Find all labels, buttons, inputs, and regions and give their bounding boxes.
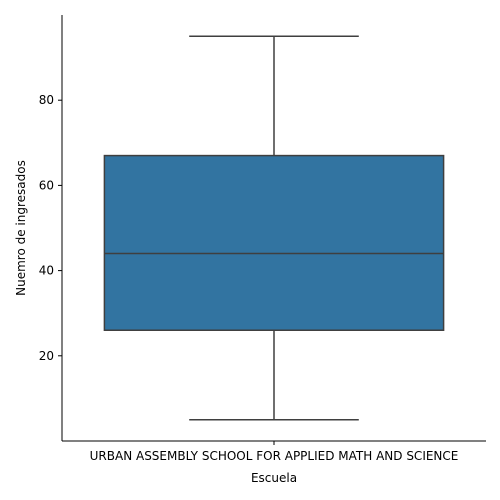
x-tick-label: URBAN ASSEMBLY SCHOOL FOR APPLIED MATH A… [90,449,459,463]
y-tick-label: 20 [39,349,54,363]
x-ticks: URBAN ASSEMBLY SCHOOL FOR APPLIED MATH A… [90,441,459,463]
boxes [103,35,445,421]
y-tick-label: 40 [39,264,54,278]
y-ticks: 20 40 60 80 [39,93,62,363]
y-tick-label: 80 [39,93,54,107]
iqr-box [103,154,445,331]
y-axis-label: Nuemro de ingresados [14,160,28,296]
y-tick-label: 60 [39,178,54,192]
x-axis-label: Escuela [251,471,297,485]
